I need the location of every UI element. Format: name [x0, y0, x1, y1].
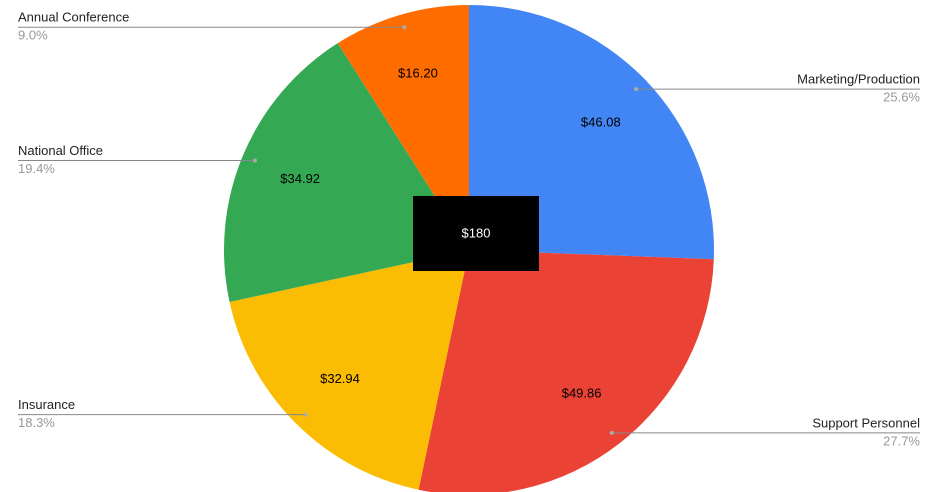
percentage-label: 25.6%: [883, 90, 920, 105]
category-label: Insurance: [18, 397, 75, 412]
pie-slice: [224, 43, 469, 302]
category-label: Annual Conference: [18, 10, 129, 25]
value-label: $46.08: [581, 114, 621, 129]
percentage-label: 18.3%: [18, 415, 55, 430]
value-label: $32.94: [320, 371, 360, 386]
pie-slice: [337, 5, 469, 250]
percentage-label: 9.0%: [18, 28, 48, 43]
value-label: $49.86: [562, 386, 602, 401]
leader-dot: [609, 430, 614, 435]
category-label: National Office: [18, 143, 103, 158]
percentage-label: 19.4%: [18, 161, 55, 176]
total-box: [413, 196, 539, 271]
leader-dot: [402, 25, 407, 30]
leader-dot: [634, 87, 639, 92]
total-label: $180: [462, 225, 491, 240]
category-label: Marketing/Production: [797, 72, 920, 87]
leader-dot: [252, 158, 257, 163]
pie-slice: [469, 5, 714, 260]
value-label: $34.92: [280, 171, 320, 186]
leader-dot: [303, 412, 308, 417]
category-label: Support Personnel: [812, 415, 920, 430]
value-label: $16.20: [398, 66, 438, 81]
pie-slice: [229, 250, 469, 490]
percentage-label: 27.7%: [883, 433, 920, 448]
pie-slice: [418, 250, 714, 492]
